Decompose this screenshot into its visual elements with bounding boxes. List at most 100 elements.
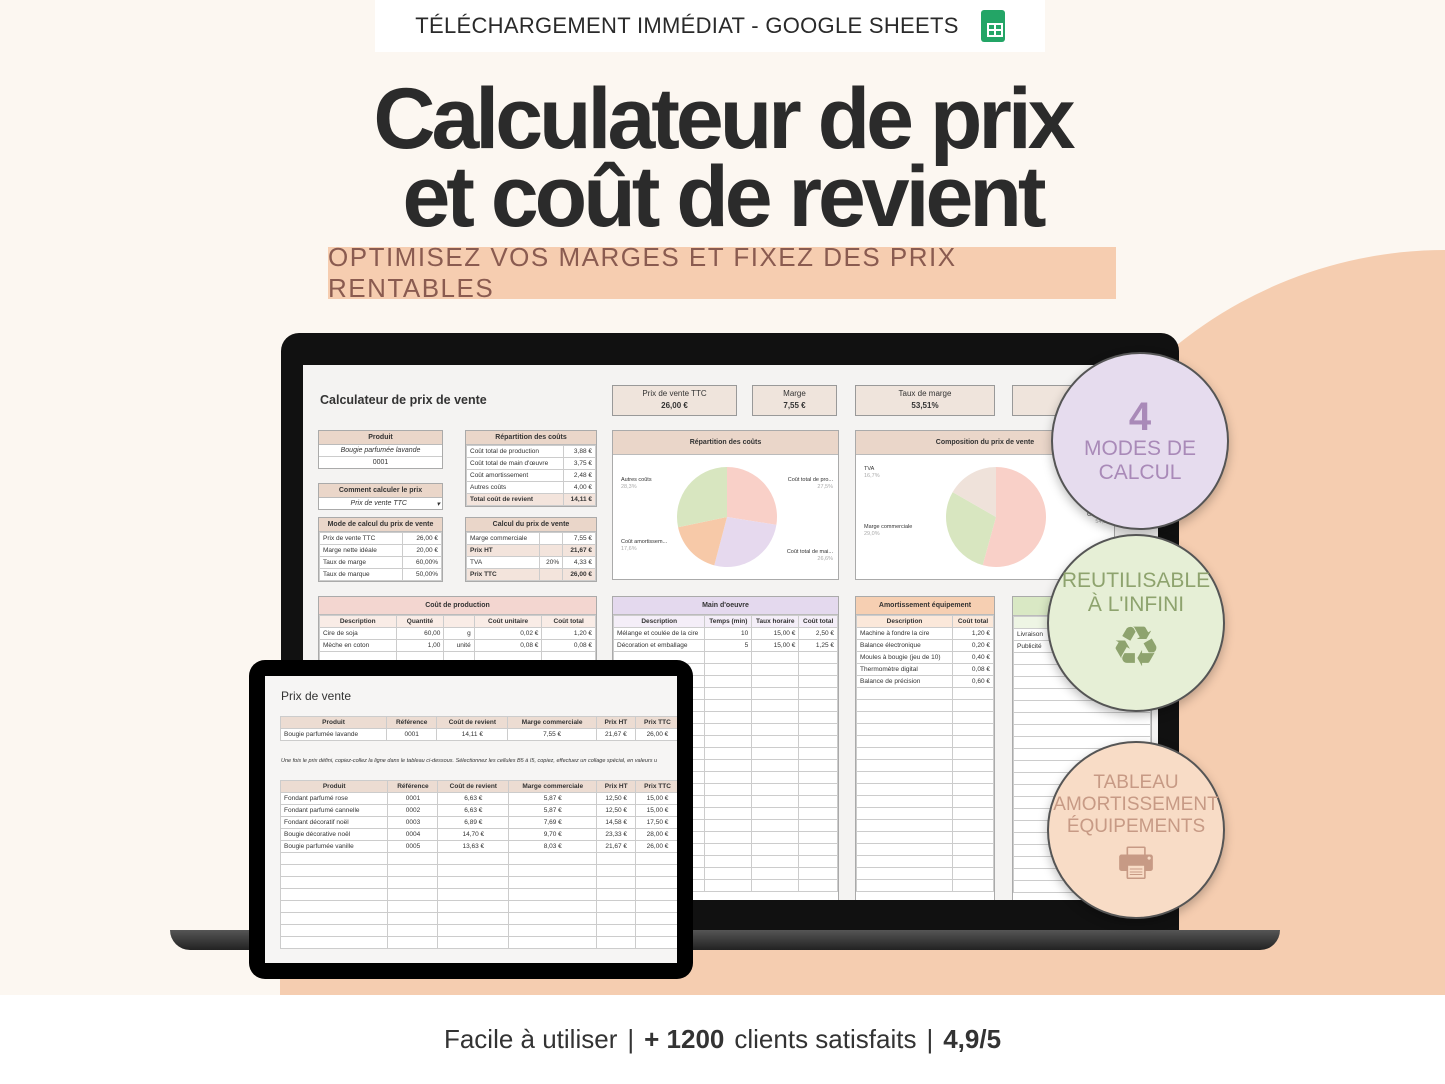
table-cell[interactable]: 0,08 € bbox=[473, 639, 543, 652]
table-cell[interactable] bbox=[596, 900, 637, 913]
table-cell[interactable] bbox=[798, 807, 838, 820]
table-cell[interactable] bbox=[798, 651, 838, 664]
table-cell[interactable]: 10 bbox=[704, 627, 753, 640]
table-cell[interactable]: 1,25 € bbox=[798, 639, 838, 652]
table-cell[interactable]: Bougie parfumée vanille bbox=[279, 840, 389, 853]
table-cell[interactable]: Bougie décorative noël bbox=[279, 828, 389, 841]
table-cell[interactable]: 21,67 € bbox=[562, 544, 596, 557]
table-cell[interactable] bbox=[437, 864, 510, 877]
table-cell[interactable]: 20% bbox=[539, 556, 564, 569]
produit-name[interactable]: Bougie parfumée lavande bbox=[319, 445, 442, 457]
table-cell[interactable] bbox=[751, 795, 800, 808]
table-cell[interactable] bbox=[1013, 712, 1151, 725]
table-cell[interactable] bbox=[855, 867, 954, 880]
table-cell[interactable] bbox=[279, 876, 389, 889]
table-cell[interactable]: 14,11 € bbox=[562, 493, 597, 506]
table-cell[interactable]: unité bbox=[443, 639, 475, 652]
table-cell[interactable]: Décoration et emballage bbox=[612, 639, 706, 652]
table-cell[interactable] bbox=[539, 544, 564, 557]
table-cell[interactable]: 15,00 € bbox=[751, 639, 800, 652]
table-cell[interactable] bbox=[704, 687, 753, 700]
table-cell[interactable]: 7,55 € bbox=[507, 728, 597, 741]
table-cell[interactable]: TVA bbox=[465, 556, 541, 569]
table-cell[interactable]: 13,63 € bbox=[437, 840, 510, 853]
table-cell[interactable] bbox=[704, 735, 753, 748]
table-cell[interactable] bbox=[952, 711, 994, 724]
table-cell[interactable] bbox=[279, 900, 389, 913]
table-cell[interactable] bbox=[751, 759, 800, 772]
table-cell[interactable] bbox=[855, 855, 954, 868]
table-cell[interactable]: Coût total de production bbox=[466, 445, 564, 458]
table-cell[interactable] bbox=[387, 876, 439, 889]
produit-ref[interactable]: 0001 bbox=[372, 459, 389, 466]
table-cell[interactable]: 14,58 € bbox=[596, 816, 637, 829]
table-cell[interactable]: 7,69 € bbox=[508, 816, 598, 829]
table-cell[interactable] bbox=[952, 723, 994, 736]
table-cell[interactable] bbox=[952, 843, 994, 856]
table-cell[interactable]: Balance électronique bbox=[855, 639, 954, 652]
table-cell[interactable] bbox=[387, 912, 439, 925]
table-cell[interactable]: 8,03 € bbox=[508, 840, 598, 853]
table-cell[interactable]: 26,00 € bbox=[562, 568, 596, 581]
table-cell[interactable] bbox=[952, 807, 994, 820]
table-cell[interactable] bbox=[635, 936, 677, 949]
table-cell[interactable]: 60,00% bbox=[401, 556, 443, 569]
table-cell[interactable]: Cire de soja bbox=[319, 627, 397, 640]
table-cell[interactable] bbox=[596, 924, 637, 937]
table-cell[interactable]: 0002 bbox=[387, 804, 439, 817]
table-cell[interactable] bbox=[437, 900, 510, 913]
table-cell[interactable] bbox=[952, 735, 994, 748]
table-cell[interactable] bbox=[798, 735, 838, 748]
table-cell[interactable] bbox=[387, 936, 439, 949]
table-cell[interactable] bbox=[855, 783, 954, 796]
table-cell[interactable]: 0005 bbox=[387, 840, 439, 853]
table-cell[interactable]: Prix HT bbox=[465, 544, 541, 557]
table-cell[interactable]: 0,20 € bbox=[952, 639, 994, 652]
table-cell[interactable]: Prix de vente TTC bbox=[319, 532, 403, 545]
table-cell[interactable] bbox=[798, 711, 838, 724]
table-cell[interactable] bbox=[855, 771, 954, 784]
table-cell[interactable] bbox=[437, 876, 510, 889]
table-cell[interactable] bbox=[508, 888, 598, 901]
table-cell[interactable]: Taux de marque bbox=[319, 568, 403, 581]
table-cell[interactable] bbox=[751, 855, 800, 868]
table-cell[interactable]: 0,02 € bbox=[473, 627, 543, 640]
table-cell[interactable] bbox=[437, 888, 510, 901]
table-cell[interactable] bbox=[952, 879, 994, 892]
table-cell[interactable]: 0004 bbox=[387, 828, 439, 841]
table-cell[interactable] bbox=[596, 912, 637, 925]
table-cell[interactable]: 14,70 € bbox=[437, 828, 510, 841]
table-cell[interactable] bbox=[751, 675, 800, 688]
table-cell[interactable]: 0,40 € bbox=[952, 651, 994, 664]
table-cell[interactable] bbox=[855, 807, 954, 820]
table-cell[interactable]: 0003 bbox=[387, 816, 439, 829]
table-cell[interactable] bbox=[751, 687, 800, 700]
table-cell[interactable]: 17,50 € bbox=[635, 816, 677, 829]
table-cell[interactable]: 6,63 € bbox=[437, 792, 510, 805]
table-cell[interactable] bbox=[798, 747, 838, 760]
table-cell[interactable] bbox=[704, 819, 753, 832]
table-cell[interactable]: Bougie parfumée lavande bbox=[279, 728, 388, 741]
table-cell[interactable] bbox=[635, 864, 677, 877]
table-cell[interactable] bbox=[279, 888, 389, 901]
table-cell[interactable] bbox=[508, 900, 598, 913]
table-cell[interactable] bbox=[798, 879, 838, 892]
table-cell[interactable] bbox=[596, 864, 637, 877]
table-cell[interactable] bbox=[952, 699, 994, 712]
table-cell[interactable] bbox=[798, 675, 838, 688]
table-cell[interactable]: Coût total de main d'œuvre bbox=[466, 457, 564, 470]
table-cell[interactable]: 3,75 € bbox=[562, 457, 597, 470]
table-cell[interactable] bbox=[855, 795, 954, 808]
table-cell[interactable] bbox=[279, 864, 389, 877]
table-cell[interactable]: 4,00 € bbox=[562, 481, 597, 494]
table-cell[interactable]: 15,00 € bbox=[635, 792, 677, 805]
table-cell[interactable]: Fondant parfumé cannelle bbox=[279, 804, 389, 817]
table-cell[interactable]: Coût amortissement bbox=[466, 469, 564, 482]
table-cell[interactable]: 21,67 € bbox=[596, 840, 637, 853]
table-cell[interactable]: 1,00 bbox=[395, 639, 445, 652]
table-cell[interactable] bbox=[751, 711, 800, 724]
table-cell[interactable]: Mèche en coton bbox=[319, 639, 397, 652]
table-cell[interactable]: Fondant décoratif noël bbox=[279, 816, 389, 829]
table-cell[interactable] bbox=[508, 852, 598, 865]
table-cell[interactable] bbox=[635, 888, 677, 901]
